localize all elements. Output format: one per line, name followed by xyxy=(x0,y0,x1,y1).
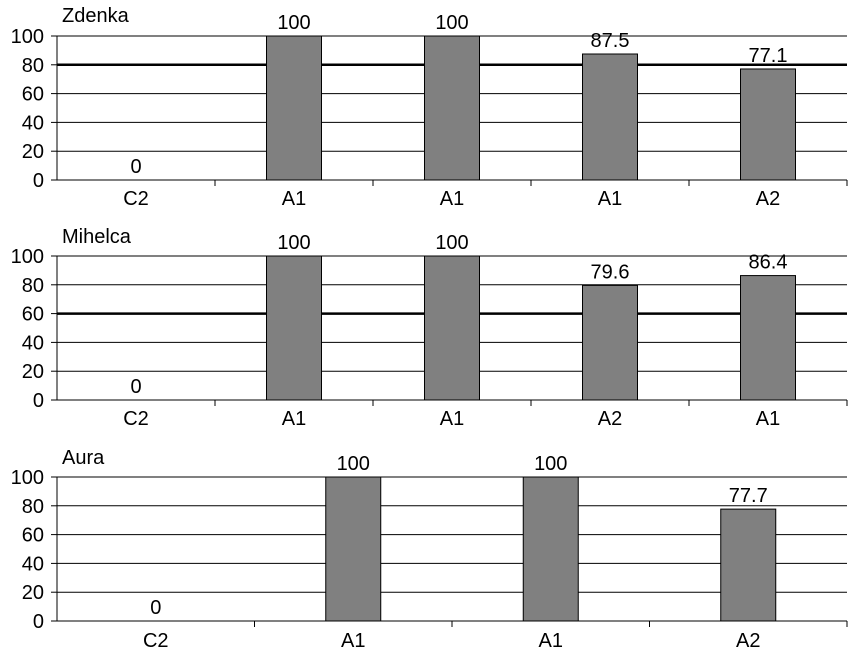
data-label: 100 xyxy=(337,453,370,475)
category-label: A1 xyxy=(539,630,563,652)
panel-title: Mihelca xyxy=(62,226,132,248)
y-tick-label: 20 xyxy=(22,582,44,604)
data-label: 77.1 xyxy=(749,45,788,67)
y-tick-label: 60 xyxy=(22,84,44,106)
y-tick-label: 100 xyxy=(11,246,44,268)
category-label: C2 xyxy=(123,188,149,210)
y-tick-label: 80 xyxy=(22,496,44,518)
data-label: 79.6 xyxy=(591,261,630,283)
bar xyxy=(582,53,638,181)
y-tick-label: 20 xyxy=(22,141,44,163)
y-tick-label: 60 xyxy=(22,304,44,326)
y-tick-label: 60 xyxy=(22,525,44,547)
bar xyxy=(522,476,579,622)
data-label: 0 xyxy=(130,376,141,398)
data-label: 86.4 xyxy=(749,252,788,274)
y-tick-label: 0 xyxy=(33,611,44,633)
category-label: A1 xyxy=(282,188,306,210)
data-label: 100 xyxy=(534,453,567,475)
bar xyxy=(424,255,480,401)
data-label: 87.5 xyxy=(591,30,630,52)
category-label: A1 xyxy=(598,188,622,210)
data-label: 100 xyxy=(435,12,468,34)
data-label: 77.7 xyxy=(729,485,768,507)
bar xyxy=(424,35,480,181)
bar xyxy=(266,255,322,401)
bar xyxy=(582,284,638,401)
chart-panel-1: Zdenka 0 20 40 60 80 100 0 C2 100 A1 100 A1 87.5 A1 77.… xyxy=(11,5,848,210)
category-label: A2 xyxy=(598,408,622,430)
bar xyxy=(740,68,796,181)
category-label: A2 xyxy=(736,630,760,652)
y-tick-label: 40 xyxy=(22,332,44,354)
y-tick-label: 100 xyxy=(11,26,44,48)
category-label: A2 xyxy=(756,188,780,210)
bar xyxy=(325,476,382,622)
y-tick-label: 0 xyxy=(33,170,44,192)
category-label: A1 xyxy=(440,188,464,210)
category-label: A1 xyxy=(282,408,306,430)
y-tick-label: 40 xyxy=(22,553,44,575)
data-label: 100 xyxy=(277,232,310,254)
data-label: 0 xyxy=(150,597,161,619)
chart-panel-3: Aura 0 20 40 60 80 100 0 C2 100 A1 100 A1 77.7 A2 xyxy=(11,447,848,652)
y-tick-label: 80 xyxy=(22,55,44,77)
category-label: C2 xyxy=(143,630,169,652)
category-label: A1 xyxy=(440,408,464,430)
bar xyxy=(720,508,777,622)
bar xyxy=(740,275,796,401)
y-tick-label: 20 xyxy=(22,361,44,383)
panel-title: Zdenka xyxy=(62,5,130,27)
category-label: A1 xyxy=(341,630,365,652)
chart-panel-2: Mihelca 0 20 40 60 80 100 0 C2 100 A1 100 A1 79.6 A2 86… xyxy=(11,226,848,430)
data-label: 0 xyxy=(130,156,141,178)
y-tick-label: 80 xyxy=(22,275,44,297)
y-tick-label: 40 xyxy=(22,112,44,134)
y-tick-label: 0 xyxy=(33,390,44,412)
panel-title: Aura xyxy=(62,447,105,469)
category-label: C2 xyxy=(123,408,149,430)
data-label: 100 xyxy=(435,232,468,254)
y-tick-label: 100 xyxy=(11,467,44,489)
category-label: A1 xyxy=(756,408,780,430)
data-label: 100 xyxy=(277,12,310,34)
bar xyxy=(266,35,322,181)
